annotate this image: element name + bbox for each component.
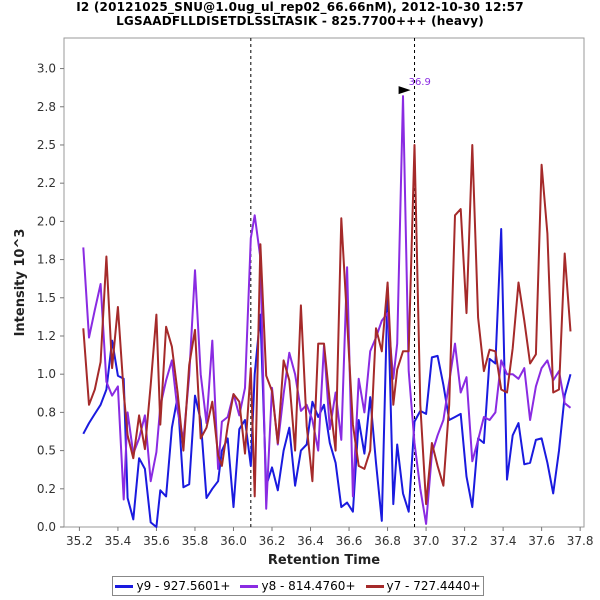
legend-item-y7: y7 - 727.4440+ xyxy=(365,579,481,593)
y-tick-label: 0.0 xyxy=(37,520,56,534)
y-tick-label: 2.5 xyxy=(37,138,56,152)
y-tick-label: 2.8 xyxy=(37,100,56,114)
y-tick-label: 0.5 xyxy=(37,444,56,458)
x-tick-label: 37.8 xyxy=(567,534,594,548)
x-tick-label: 37.2 xyxy=(451,534,478,548)
legend-label-y7: y7 - 727.4440+ xyxy=(386,579,481,593)
chart-legend: y9 - 927.5601+ y8 - 814.4760+ y7 - 727.4… xyxy=(112,576,484,596)
x-tick-label: 35.6 xyxy=(143,534,170,548)
series-line-y9 xyxy=(82,228,572,528)
legend-swatch-y7 xyxy=(365,584,384,588)
y-tick-label: 3.0 xyxy=(37,62,56,76)
y-tick-label: 1.5 xyxy=(37,291,56,305)
x-tick-label: 36.0 xyxy=(220,534,247,548)
legend-label-y8: y8 - 814.4760+ xyxy=(261,579,356,593)
series-line-y7 xyxy=(82,144,572,506)
x-tick-label: 36.2 xyxy=(259,534,286,548)
x-tick-label: 37.6 xyxy=(528,534,555,548)
peak-arrow-icon xyxy=(398,86,411,95)
plot-frame xyxy=(63,37,585,528)
legend-item-y9: y9 - 927.5601+ xyxy=(115,579,230,593)
legend-label-y9: y9 - 927.5601+ xyxy=(136,579,231,593)
x-tick-label: 37.4 xyxy=(490,534,517,548)
x-tick-label: 37.0 xyxy=(413,534,440,548)
y-tick-label: 2.2 xyxy=(37,176,56,190)
x-tick-label: 35.8 xyxy=(182,534,209,548)
x-tick-label: 36.4 xyxy=(297,534,324,548)
peak-label: 36.9 xyxy=(409,77,431,88)
x-tick-label: 36.6 xyxy=(336,534,363,548)
chart-subtitle: LGSAADFLLDISETDLSSLTASIK - 825.7700+++ (… xyxy=(116,14,484,28)
y-tick-label: 0.2 xyxy=(37,482,56,496)
chart-title: I2 (20121025_SNU@1.0ug_ul_rep02_66.66nM)… xyxy=(76,0,524,14)
x-tick-label: 35.4 xyxy=(105,534,132,548)
y-tick-label: 2.0 xyxy=(37,214,56,228)
legend-item-y8: y8 - 814.4760+ xyxy=(240,579,356,593)
legend-swatch-y8 xyxy=(240,584,259,588)
y-tick-label: 1.2 xyxy=(37,329,56,343)
x-tick-label: 36.8 xyxy=(374,534,401,548)
legend-swatch-y9 xyxy=(115,584,134,588)
y-tick-label: 1.8 xyxy=(37,253,56,267)
y-tick-label: 0.8 xyxy=(37,405,56,419)
x-axis-title: Retention Time xyxy=(268,553,380,568)
y-axis-title: Intensity 10^3 xyxy=(13,229,28,337)
y-tick-label: 1.0 xyxy=(37,367,56,381)
x-tick-label: 35.2 xyxy=(66,534,93,548)
